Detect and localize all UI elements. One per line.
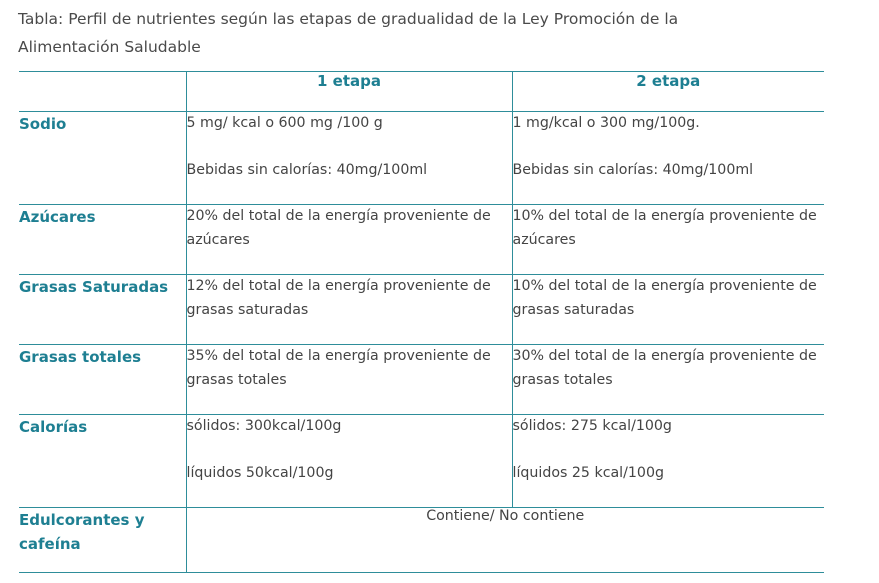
table-header-row: 1 etapa 2 etapa [19, 71, 824, 112]
cell-sodio-etapa-2: 1 mg/kcal o 300 mg/100g. Bebidas sin cal… [511, 111, 824, 205]
table-row-grasas-saturadas: Grasas Saturadas 12% del total de la ene… [19, 274, 824, 345]
row-label-sodio: Sodio [19, 111, 186, 205]
cell-calorias-etapa-2: sólidos: 275 kcal/100g líquidos 25 kcal/… [511, 414, 824, 508]
row-label-edulcorantes: Edulcorantes y cafeína [19, 507, 186, 573]
header-etapa-2: 2 etapa [511, 71, 824, 112]
nutrient-profile-table: 1 etapa 2 etapa Sodio 5 mg/ kcal o 600 m… [19, 71, 824, 573]
cell-text: Bebidas sin calorías: 40mg/100ml [186, 161, 428, 178]
table-row-calorias: Calorías sólidos: 300kcal/100g líquidos … [19, 414, 824, 508]
row-label-grasas-saturadas: Grasas Saturadas [19, 274, 186, 345]
cell-sodio-etapa-1: 5 mg/ kcal o 600 mg /100 g Bebidas sin c… [185, 111, 512, 205]
row-label-calorias: Calorías [19, 414, 186, 508]
table-row-azucares: Azúcares 20% del total de la energía pro… [19, 204, 824, 275]
cell-grasas-saturadas-etapa-1: 12% del total de la energía proveniente … [185, 274, 512, 345]
table-row-sodio: Sodio 5 mg/ kcal o 600 mg /100 g Bebidas… [19, 111, 824, 205]
cell-azucares-etapa-1: 20% del total de la energía proveniente … [185, 204, 512, 275]
header-empty-cell [19, 71, 186, 112]
cell-azucares-etapa-2: 10% del total de la energía proveniente … [511, 204, 824, 275]
row-label-grasas-totales: Grasas totales [19, 344, 186, 415]
cell-text: Bebidas sin calorías: 40mg/100ml [512, 161, 754, 178]
cell-grasas-totales-etapa-2: 30% del total de la energía proveniente … [511, 344, 824, 415]
cell-calorias-etapa-1: sólidos: 300kcal/100g líquidos 50kcal/10… [185, 414, 512, 508]
table-row-grasas-totales: Grasas totales 35% del total de la energ… [19, 344, 824, 415]
cell-text: líquidos 25 kcal/100g [512, 464, 665, 481]
cell-grasas-totales-etapa-1: 35% del total de la energía proveniente … [185, 344, 512, 415]
cell-grasas-saturadas-etapa-2: 10% del total de la energía proveniente … [511, 274, 824, 345]
table-caption: Tabla: Perfil de nutrientes según las et… [18, 10, 679, 56]
cell-text: sólidos: 300kcal/100g [186, 418, 342, 434]
header-etapa-1: 1 etapa [185, 71, 512, 112]
row-label-azucares: Azúcares [19, 204, 186, 275]
table-row-edulcorantes: Edulcorantes y cafeína Contiene/ No cont… [19, 507, 824, 573]
cell-text: sólidos: 275 kcal/100g [512, 418, 672, 434]
cell-text: líquidos 50kcal/100g [186, 464, 334, 481]
cell-edulcorantes-merged: Contiene/ No contiene [185, 507, 824, 573]
cell-text: 5 mg/ kcal o 600 mg /100 g [186, 115, 383, 131]
cell-text: 1 mg/kcal o 300 mg/100g. [512, 115, 700, 131]
